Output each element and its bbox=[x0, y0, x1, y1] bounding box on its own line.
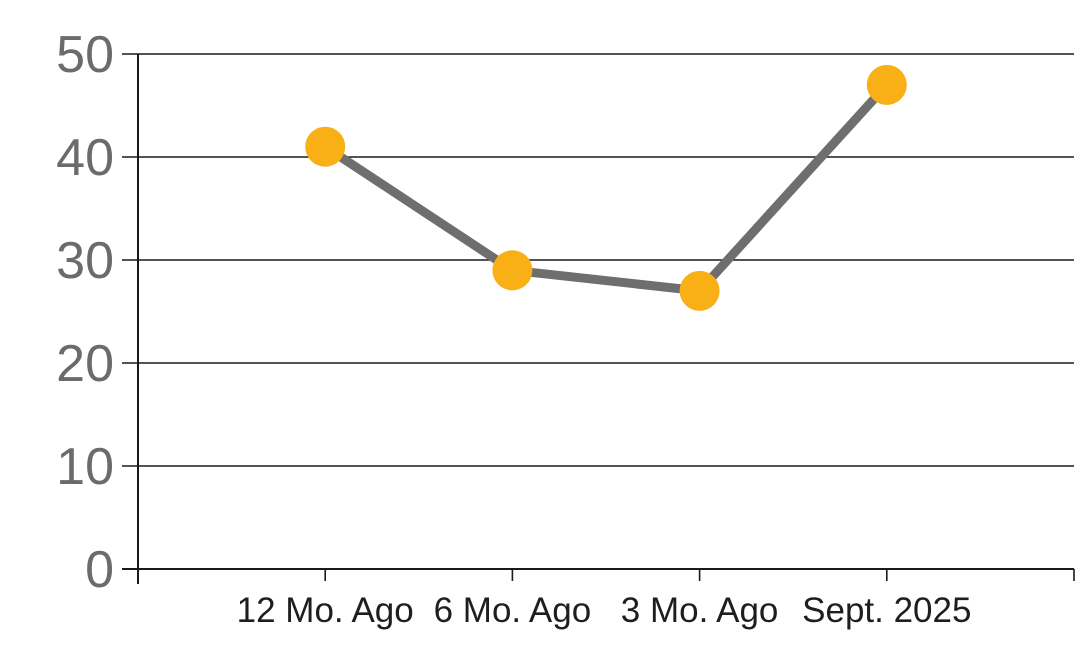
y-axis-tick-label: 20 bbox=[56, 335, 114, 393]
data-point-marker bbox=[866, 64, 907, 105]
x-axis-tick-label: 3 Mo. Ago bbox=[621, 591, 779, 630]
data-point-marker bbox=[492, 250, 533, 291]
y-axis-tick-label: 40 bbox=[56, 129, 114, 187]
x-axis-tick-label: Sept. 2025 bbox=[802, 591, 971, 630]
y-axis-tick-label: 50 bbox=[56, 26, 114, 84]
x-axis-tick-label: 6 Mo. Ago bbox=[434, 591, 592, 630]
y-axis-tick-label: 10 bbox=[56, 438, 114, 496]
data-line-segment bbox=[507, 265, 705, 296]
y-axis-tick-label: 30 bbox=[56, 232, 114, 290]
data-line-segment bbox=[695, 80, 892, 296]
data-point-marker bbox=[305, 126, 346, 167]
y-axis-tick-label: 0 bbox=[85, 541, 114, 599]
x-axis-tick-label: 12 Mo. Ago bbox=[237, 591, 414, 630]
data-point-marker bbox=[679, 270, 720, 311]
data-line-segment bbox=[320, 142, 517, 275]
